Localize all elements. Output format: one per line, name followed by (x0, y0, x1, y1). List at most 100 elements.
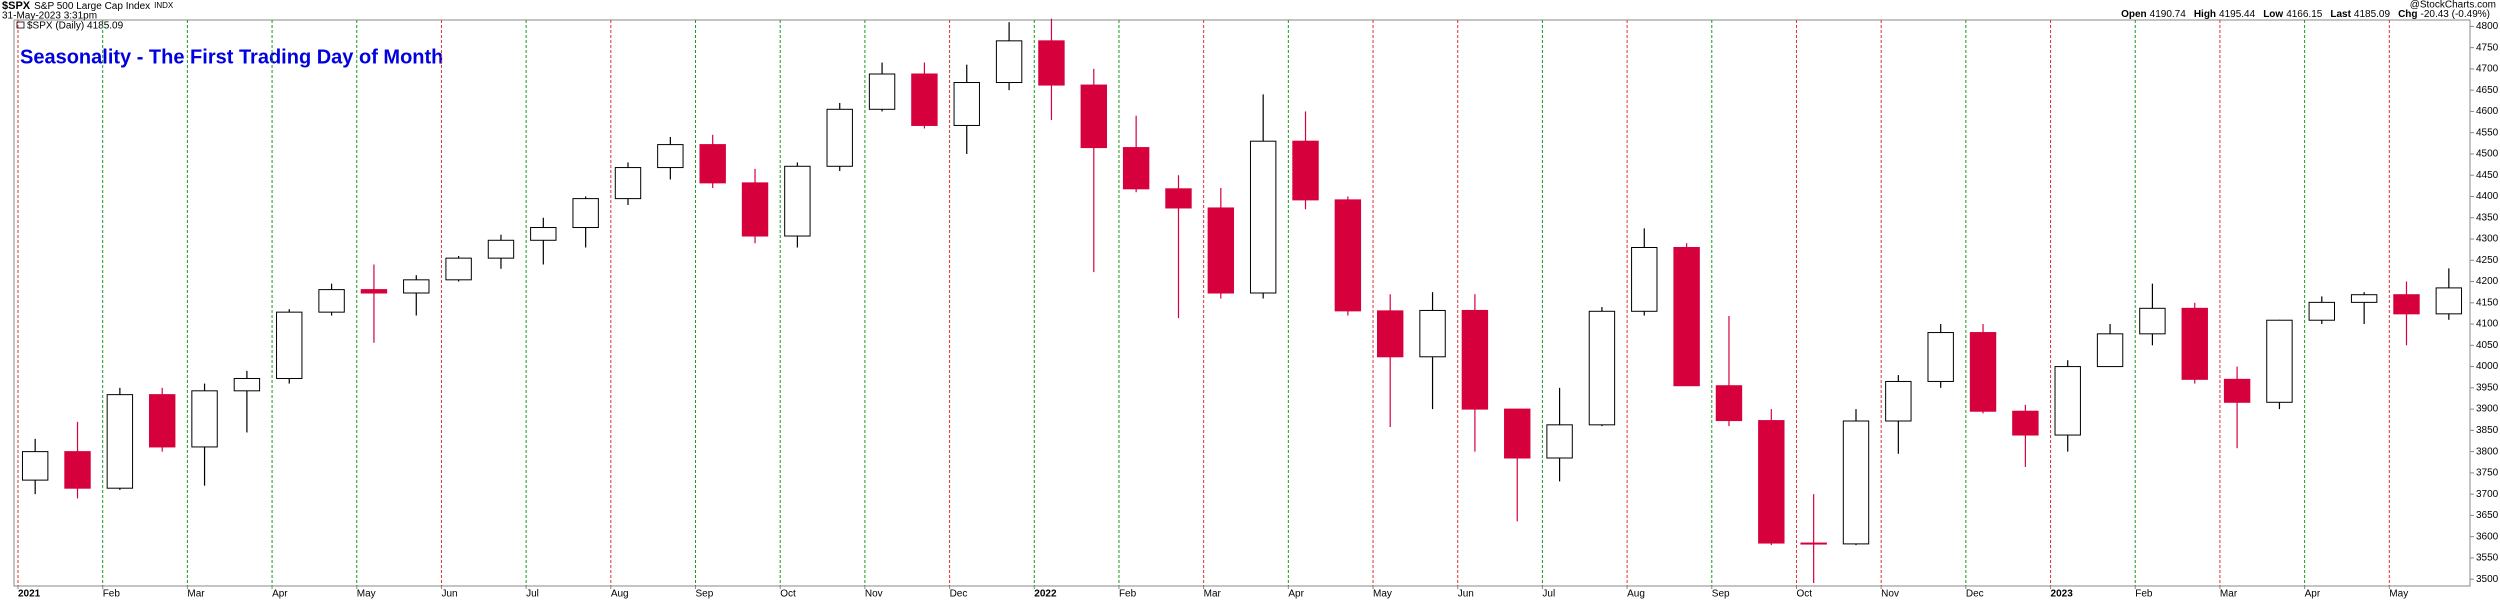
y-tick-label: 3550 (2476, 553, 2499, 564)
y-tick-label: 3900 (2476, 404, 2499, 415)
y-tick-label: 4000 (2476, 361, 2499, 372)
quote-value: -20.43 (-0.49%) (2421, 9, 2490, 20)
x-tick-label: 2023 (2051, 589, 2074, 600)
candle-body (784, 165, 811, 237)
candle-body (487, 239, 515, 259)
y-tick-label: 4350 (2476, 212, 2499, 223)
x-tick-label: Dec (1966, 589, 1984, 600)
legend-label: $SPX (Daily) 4185.09 (27, 21, 124, 32)
x-tick-label: Apr (2305, 589, 2321, 600)
candle-body (741, 182, 769, 237)
x-tick-label: Apr (1288, 589, 1304, 600)
candle-body (1419, 309, 1446, 358)
x-tick-label: Jul (1542, 589, 1555, 600)
y-tick-label: 3850 (2476, 425, 2499, 436)
candle-body (2266, 319, 2293, 403)
quote-label: Open (2121, 9, 2147, 20)
x-tick-label: Sep (696, 589, 714, 600)
x-tick-label: Dec (950, 589, 968, 600)
y-tick-label: 4300 (2476, 234, 2499, 245)
candle-body (445, 257, 472, 281)
quote-label: Chg (2398, 9, 2417, 20)
quote-label: High (2194, 9, 2216, 20)
quote: Open 4190.74 High 4195.44 Low 4166.15 Last 4185… (2121, 9, 2490, 20)
candle-body (1715, 385, 1743, 422)
x-tick-label: Jun (1458, 589, 1474, 600)
candle-body (1038, 40, 1065, 86)
x-tick-label: May (357, 589, 376, 600)
candle-body (1927, 332, 1954, 382)
candle-body (233, 377, 261, 392)
candle-body (868, 73, 896, 110)
y-tick-label: 4750 (2476, 42, 2499, 53)
candle-body (2096, 333, 2124, 368)
y-tick-label: 3800 (2476, 446, 2499, 457)
candle-body (1292, 140, 1319, 201)
x-tick-label: Jul (526, 589, 539, 600)
y-tick-label: 3750 (2476, 468, 2499, 479)
y-tick-label: 4550 (2476, 127, 2499, 138)
candle-body (2435, 287, 2463, 315)
candle-body (1842, 420, 1870, 545)
candle-body (826, 108, 853, 167)
candle-body (1249, 140, 1277, 294)
x-tick-label: Sep (1712, 589, 1730, 600)
header-left: $SPX S&P 500 Large Cap Index INDX (2, 0, 174, 12)
y-tick-label: 4150 (2476, 297, 2499, 308)
x-tick-label: Jun (441, 589, 457, 600)
y-tick-label: 4800 (2476, 21, 2499, 32)
y-tick-label: 3600 (2476, 531, 2499, 542)
candle-body (2308, 301, 2335, 321)
candle-body (1969, 332, 1997, 412)
x-tick-label: Oct (1796, 589, 1812, 600)
x-tick-label: Nov (1881, 589, 1899, 600)
candle-body (360, 289, 388, 294)
candle-body (276, 311, 303, 379)
candle-body (1334, 199, 1362, 312)
x-tick-label: Apr (272, 589, 288, 600)
candle-body (572, 198, 599, 229)
quote-value: 4166.15 (2286, 9, 2323, 20)
candle-body (318, 289, 345, 313)
candle-body (64, 451, 91, 489)
candle-body (657, 144, 684, 169)
candle-body (1631, 247, 1658, 312)
index-name: S&P 500 Large Cap Index (34, 1, 150, 12)
candle-body (2054, 366, 2081, 436)
x-tick-label: Nov (865, 589, 883, 600)
candle-body (1546, 424, 1573, 459)
quote-value: 4195.44 (2219, 9, 2256, 20)
y-tick-label: 4100 (2476, 319, 2499, 330)
candle-body (2223, 378, 2251, 403)
x-tick-label: Mar (2220, 589, 2238, 600)
candle-body (2139, 307, 2166, 335)
chart-title: Seasonality - The First Trading Day of M… (20, 46, 443, 68)
x-tick-label: Feb (2135, 589, 2153, 600)
x-tick-label: 2021 (18, 589, 41, 600)
symbol: $SPX (2, 0, 31, 12)
x-tick-label: May (2389, 589, 2408, 600)
candle-body (403, 279, 430, 294)
exchange: INDX (154, 1, 174, 10)
x-tick-label: Mar (1204, 589, 1222, 600)
x-tick-label: Aug (1627, 589, 1645, 600)
candle-body (149, 394, 176, 448)
candle-body (1461, 309, 1489, 410)
plot-frame (13, 19, 2471, 587)
candle-body (106, 394, 134, 489)
y-tick-label: 3700 (2476, 489, 2499, 500)
candle-body (699, 144, 726, 184)
y-tick-label: 4600 (2476, 106, 2499, 117)
quote-label: Last (2330, 9, 2351, 20)
x-tick-label: Mar (187, 589, 205, 600)
legend-icon (16, 21, 25, 29)
x-tick-label: Feb (103, 589, 121, 600)
candle-body (1673, 247, 1700, 387)
candle-body (1758, 420, 1785, 544)
quote-value: 4190.74 (2150, 9, 2187, 20)
y-tick-label: 3500 (2476, 574, 2499, 585)
quote-value: 4185.09 (2354, 9, 2391, 20)
candle-body (1377, 310, 1404, 358)
